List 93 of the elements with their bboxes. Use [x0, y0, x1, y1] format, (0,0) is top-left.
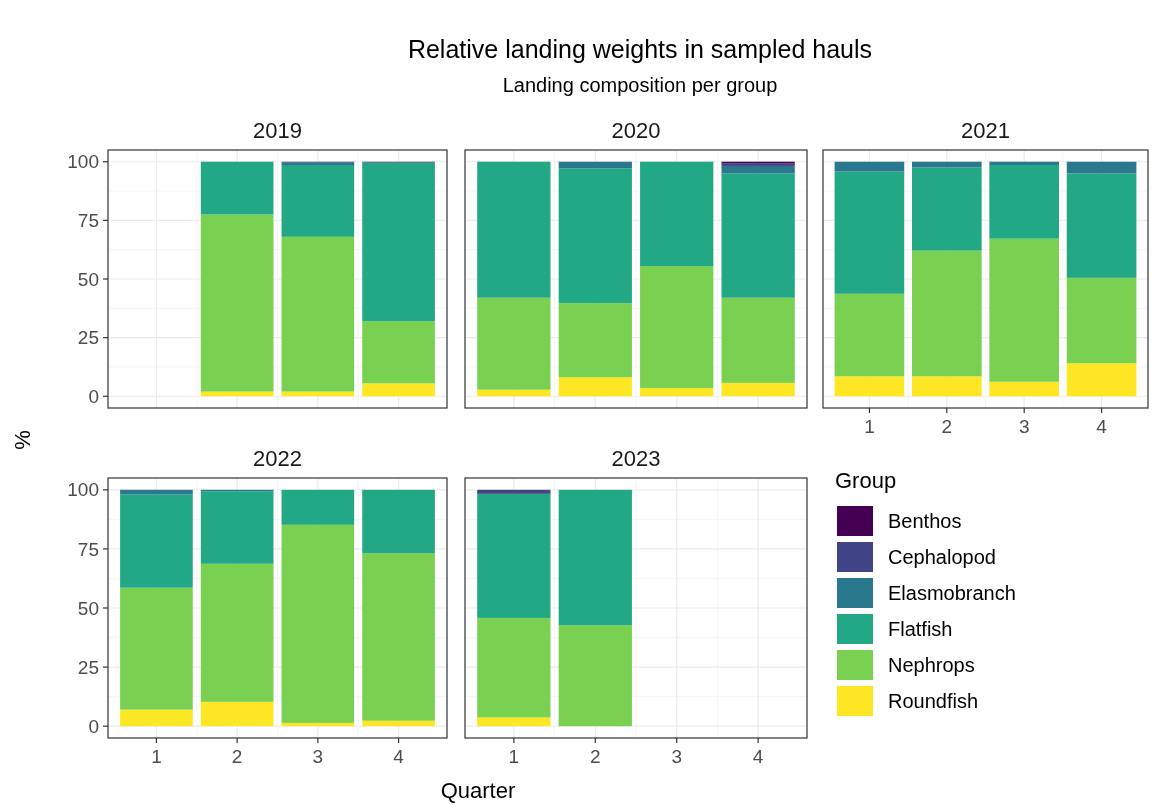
y-tick-label: 25: [77, 656, 99, 678]
bar: [640, 161, 714, 267]
legend-title: Group: [835, 468, 897, 493]
bar: [477, 297, 551, 390]
y-tick-label: 100: [67, 479, 99, 501]
x-tick-label: 4: [393, 746, 405, 767]
bar: [834, 293, 905, 377]
bar: [721, 297, 795, 383]
bar: [911, 250, 982, 377]
bar: [1066, 173, 1137, 278]
bar: [558, 168, 632, 304]
bar: [120, 709, 193, 727]
legend-label: Flatfish: [888, 618, 953, 640]
bar: [200, 563, 274, 702]
legend-label: Roundfish: [888, 690, 979, 712]
x-axis-title: Quarter: [440, 778, 516, 803]
chart-title: 2022: [253, 446, 302, 471]
bar: [989, 238, 1060, 382]
y-axis-title: %: [10, 430, 35, 450]
bar: [721, 382, 795, 397]
bar: [477, 717, 551, 727]
x-tick-label: 3: [1018, 416, 1030, 437]
x-tick-label: 4: [1096, 416, 1108, 437]
x-tick-label: 1: [864, 416, 875, 437]
x-tick-label: 1: [508, 746, 520, 767]
bar: [362, 720, 435, 727]
bar: [989, 161, 1060, 166]
bar: [362, 321, 435, 384]
bar: [120, 587, 193, 710]
chart-title: 2019: [253, 118, 302, 143]
bar: [281, 722, 355, 727]
bar: [362, 383, 435, 397]
bar: [911, 167, 982, 251]
text: Relative landing weights in sampled hauls: [407, 35, 873, 63]
bar: [558, 303, 632, 378]
bar: [989, 165, 1060, 239]
bar: [362, 489, 435, 554]
bar: [281, 236, 355, 392]
x-tick-label: 1: [151, 746, 162, 767]
bar: [200, 161, 274, 215]
y-tick-label: 0: [88, 385, 99, 407]
bar: [1066, 161, 1137, 174]
bar: [362, 162, 435, 322]
y-tick-label: 75: [77, 538, 99, 560]
bar: [200, 701, 274, 727]
y-tick-label: 0: [88, 715, 99, 737]
bar: [120, 494, 193, 588]
y-tick-label: 100: [67, 151, 99, 173]
bar: [477, 489, 551, 494]
bar: [721, 165, 795, 174]
chart-title: 2020: [611, 118, 661, 143]
bar: [640, 266, 714, 389]
bar: [558, 489, 632, 626]
x-tick-label: 2: [941, 416, 953, 437]
legend-label: Benthos: [888, 510, 962, 532]
chart-title: 2021: [961, 118, 1010, 143]
bar: [911, 376, 982, 397]
bar: [477, 161, 551, 298]
bar: [281, 165, 355, 237]
x-tick-label: 4: [752, 746, 764, 767]
bar: [558, 377, 632, 397]
bar: [362, 553, 435, 721]
bar: [477, 617, 551, 718]
legend-label: Nephrops: [888, 654, 975, 676]
y-tick-label: 50: [77, 268, 99, 290]
bar: [1066, 277, 1137, 364]
bar: [200, 214, 274, 392]
x-tick-label: 2: [231, 746, 243, 767]
bar: [1066, 363, 1137, 397]
bar: [477, 389, 551, 397]
y-tick-label: 25: [77, 327, 99, 349]
bar: [989, 381, 1060, 397]
x-tick-label: 3: [671, 746, 682, 767]
bar: [558, 161, 632, 169]
chart-title: 2023: [611, 446, 661, 471]
y-tick-label: 75: [77, 210, 99, 232]
legend-label: Elasmobranch: [888, 582, 1016, 604]
bar: [558, 625, 632, 727]
x-tick-label: 2: [590, 746, 601, 767]
x-tick-label: 3: [312, 746, 324, 767]
bar: [477, 493, 551, 618]
bar: [721, 173, 795, 298]
bar: [200, 491, 274, 564]
legend-label: Cephalopod: [888, 546, 996, 568]
bar: [281, 524, 355, 723]
y-tick-label: 50: [77, 597, 99, 619]
text: Landing composition per group: [502, 74, 778, 96]
bar: [120, 489, 193, 495]
bar: [281, 489, 355, 525]
bar: [834, 161, 905, 172]
bar: [640, 388, 714, 397]
bar: [834, 376, 905, 397]
bar: [834, 171, 905, 294]
